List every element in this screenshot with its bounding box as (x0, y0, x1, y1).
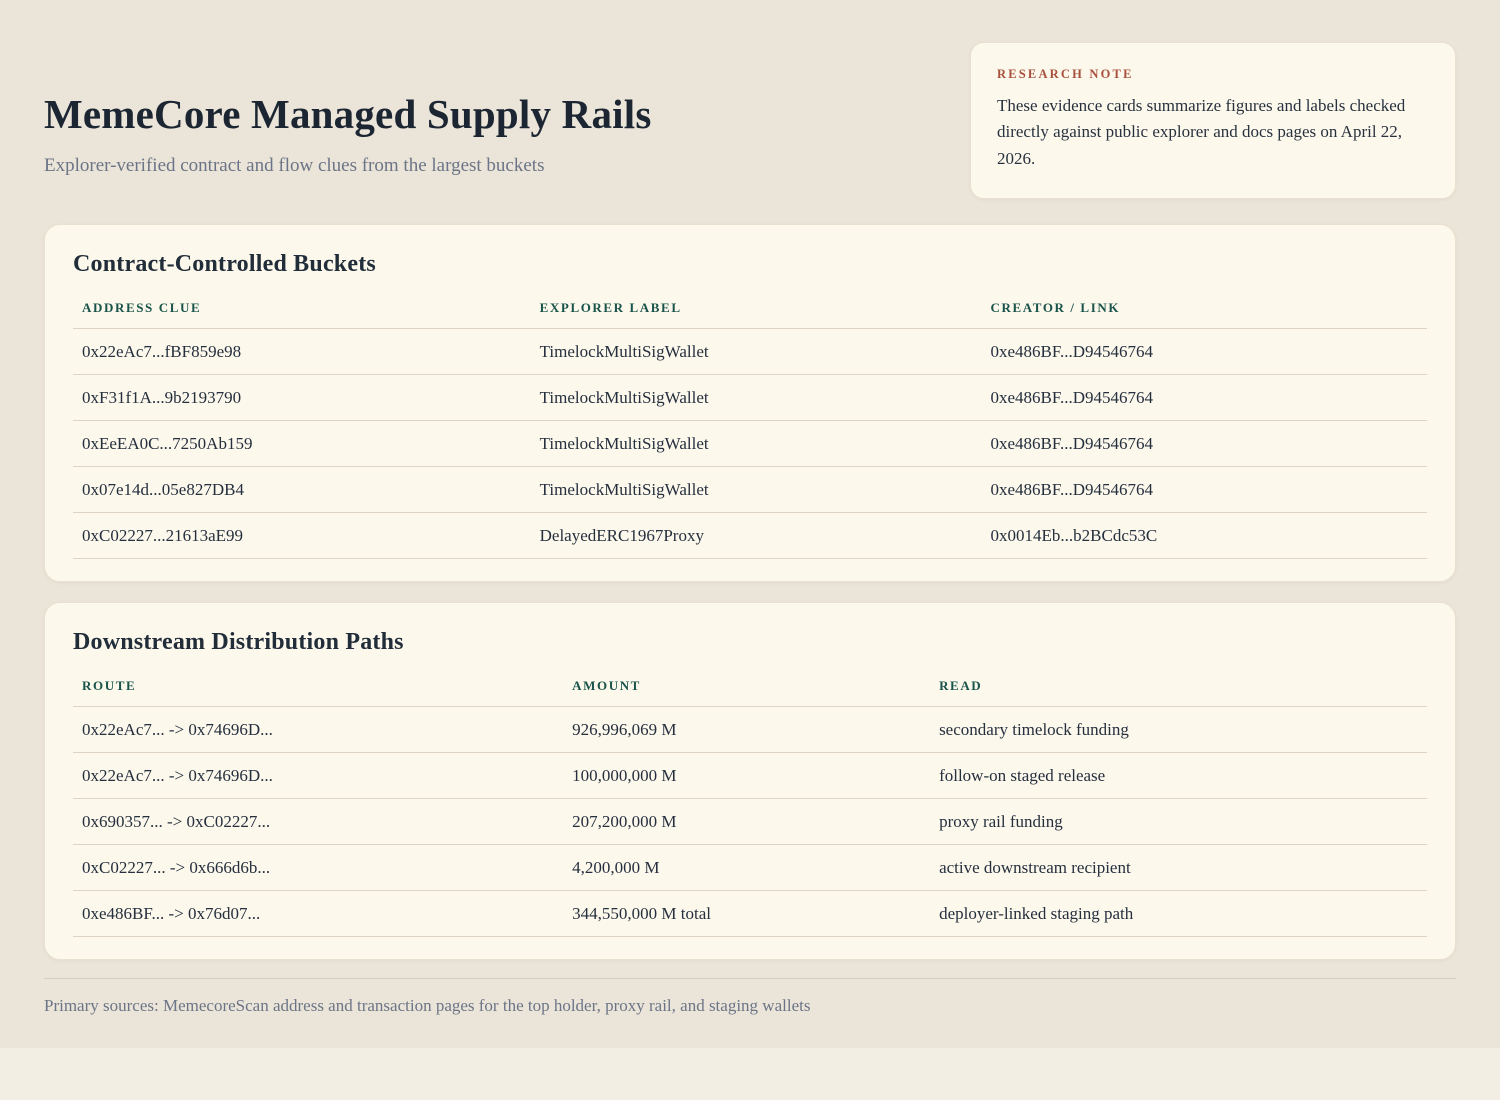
col-header-amount: Amount (572, 678, 641, 694)
distribution-paths-table: Route Amount Read 0x22eAc7... -> 0x74696… (73, 672, 1427, 938)
contract-buckets-title: Contract-Controlled Buckets (73, 251, 376, 278)
table-row: 0x22eAc7...fBF859e98 TimelockMultiSigWal… (73, 329, 1427, 376)
distribution-paths-card: Downstream Distribution Paths Route Amou… (44, 602, 1456, 961)
table-row: 0xC02227... -> 0x666d6b... 4,200,000 M a… (73, 845, 1427, 892)
route-cell: 0xe486BF... -> 0x76d07... (82, 903, 261, 923)
creator-link-cell: 0xe486BF...D94546764 (990, 341, 1154, 361)
route-cell: 0x22eAc7... -> 0x74696D... (82, 765, 273, 785)
amount-cell: 100,000,000 M (572, 765, 677, 785)
address-clue-cell: 0xC02227...21613aE99 (82, 525, 244, 545)
amount-cell: 207,200,000 M (572, 811, 677, 831)
table-row: 0x22eAc7... -> 0x74696D... 926,996,069 M… (73, 707, 1427, 754)
col-header-route: Route (82, 678, 137, 694)
contract-buckets-table: Address Clue Explorer Label Creator / Li… (73, 294, 1427, 560)
research-note-label: Research Note (997, 67, 1134, 81)
table-row: 0xF31f1A...9b2193790 TimelockMultiSigWal… (73, 375, 1427, 422)
amount-cell: 344,550,000 M total (572, 903, 711, 923)
footer-sources-text: Primary sources: MemecoreScan address an… (44, 996, 811, 1016)
creator-link-cell: 0xe486BF...D94546764 (990, 387, 1154, 407)
explorer-label-cell: TimelockMultiSigWallet (539, 341, 709, 361)
distribution-paths-title: Downstream Distribution Paths (73, 629, 404, 656)
read-cell: follow-on staged release (939, 765, 1106, 785)
read-cell: deployer-linked staging path (939, 903, 1134, 923)
address-clue-cell: 0x07e14d...05e827DB4 (82, 479, 244, 499)
route-cell: 0x22eAc7... -> 0x74696D... (82, 719, 273, 739)
title-block: MemeCore Managed Supply Rails Explorer-v… (44, 42, 652, 177)
table-header-row: Address Clue Explorer Label Creator / Li… (73, 294, 1427, 330)
read-cell: active downstream recipient (939, 857, 1131, 877)
footer-divider (44, 978, 1456, 980)
creator-link-cell: 0xe486BF...D94546764 (990, 433, 1154, 453)
amount-cell: 926,996,069 M (572, 719, 677, 739)
explorer-label-cell: TimelockMultiSigWallet (539, 433, 709, 453)
research-note-card: Research Note These evidence cards summa… (970, 42, 1456, 200)
creator-link-cell: 0x0014Eb...b2BCdc53C (990, 525, 1158, 545)
table-row: 0xe486BF... -> 0x76d07... 344,550,000 M … (73, 891, 1427, 938)
page-title: MemeCore Managed Supply Rails (44, 91, 652, 137)
explorer-label-cell: DelayedERC1967Proxy (539, 525, 704, 545)
contract-buckets-card: Contract-Controlled Buckets Address Clue… (44, 224, 1456, 583)
explorer-label-cell: TimelockMultiSigWallet (539, 387, 709, 407)
page-subtitle: Explorer-verified contract and flow clue… (44, 155, 545, 177)
read-cell: secondary timelock funding (939, 719, 1129, 739)
explorer-label-cell: TimelockMultiSigWallet (539, 479, 709, 499)
report-page: MemeCore Managed Supply Rails Explorer-v… (0, 0, 1500, 1048)
page-header: MemeCore Managed Supply Rails Explorer-v… (44, 0, 1456, 200)
table-row: 0x690357... -> 0xC02227... 207,200,000 M… (73, 799, 1427, 846)
route-cell: 0xC02227... -> 0x666d6b... (82, 857, 271, 877)
col-header-explorer-label: Explorer Label (539, 300, 682, 316)
table-row: 0xC02227...21613aE99 DelayedERC1967Proxy… (73, 513, 1427, 560)
address-clue-cell: 0xEeEA0C...7250Ab159 (82, 433, 253, 453)
read-cell: proxy rail funding (939, 811, 1063, 831)
address-clue-cell: 0xF31f1A...9b2193790 (82, 387, 242, 407)
route-cell: 0x690357... -> 0xC02227... (82, 811, 271, 831)
table-row: 0xEeEA0C...7250Ab159 TimelockMultiSigWal… (73, 421, 1427, 468)
research-note-body: These evidence cards summarize figures a… (997, 96, 1406, 168)
table-header-row: Route Amount Read (73, 672, 1427, 708)
table-row: 0x07e14d...05e827DB4 TimelockMultiSigWal… (73, 467, 1427, 514)
creator-link-cell: 0xe486BF...D94546764 (990, 479, 1154, 499)
col-header-address-clue: Address Clue (82, 300, 202, 316)
address-clue-cell: 0x22eAc7...fBF859e98 (82, 341, 242, 361)
table-row: 0x22eAc7... -> 0x74696D... 100,000,000 M… (73, 753, 1427, 800)
col-header-read: Read (939, 678, 983, 694)
amount-cell: 4,200,000 M (572, 857, 660, 877)
col-header-creator-link: Creator / Link (990, 300, 1121, 316)
